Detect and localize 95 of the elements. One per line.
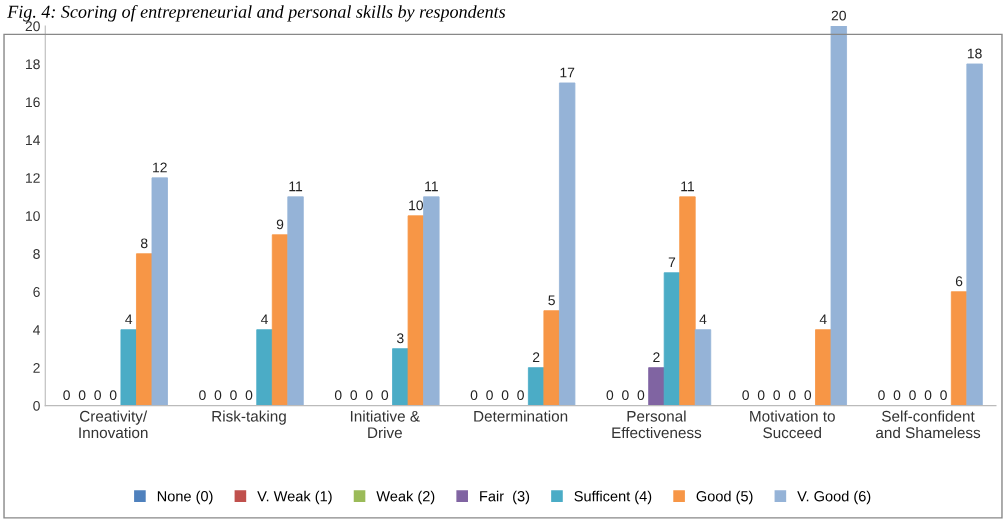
bar [287,196,304,406]
data-label: 4 [819,314,827,325]
data-label: 0 [909,390,916,401]
legend-label: Sufficent (4) [574,490,652,505]
y-tick-label: 4 [33,325,40,335]
data-label: 4 [699,314,707,325]
y-tick-label: 12 [26,173,40,183]
x-tick-label: Creativity/ Innovation [79,410,148,439]
data-label: 0 [622,390,629,401]
x-tick-label: Determination [474,410,568,422]
data-label: 0 [893,390,901,401]
bar [950,291,968,406]
data-label: 0 [878,390,885,401]
data-label: 0 [245,390,253,401]
bar [256,329,273,406]
data-label: 0 [637,390,645,401]
data-label: 2 [532,352,540,362]
data-label: 0 [350,390,358,401]
data-label: 0 [804,390,812,401]
data-label: 0 [517,390,524,401]
bar [663,272,681,406]
data-label: 11 [681,181,694,192]
x-tick-label: Motivation to Succeed [750,410,835,439]
bar [543,310,560,406]
y-tick-label: 18 [26,59,40,70]
data-label: 4 [125,314,133,325]
data-label: 20 [831,10,846,21]
bar [679,196,696,406]
y-tick-label: 2 [33,362,40,373]
data-label: 0 [214,390,222,401]
y-tick-label: 16 [26,97,40,108]
x-tick-label: Personal Effectiveness [612,410,702,439]
data-label: 0 [924,390,932,401]
y-tick-label: 8 [33,249,40,259]
data-label: 0 [365,390,373,401]
data-label: 0 [470,390,478,401]
y-tick-label: 20 [25,21,40,32]
data-label: 0 [501,390,509,401]
data-label: 0 [230,390,237,401]
x-tick-label: Self-confident and Shameless [876,410,981,439]
data-label: 0 [94,390,101,401]
data-label: 5 [548,295,555,306]
bar [392,348,409,406]
bar [830,26,847,406]
data-label: 7 [668,257,676,268]
bar [120,329,137,406]
bar [151,177,168,406]
legend-label: Fair (3) [480,490,530,505]
bar [407,215,425,406]
bar [966,63,983,406]
data-label: 9 [276,219,284,230]
data-label: 10 [409,200,424,211]
y-tick-label: 0 [33,400,40,411]
chart-title: Fig. 4: Scoring of entrepreneurial and personal skills by respondents [7,4,506,22]
data-label: 0 [773,390,781,401]
data-label: 0 [109,390,117,401]
data-label: 0 [63,390,70,401]
x-tick-label: Initiative & Drive [350,410,420,439]
data-label: 0 [334,390,342,401]
data-label: 0 [940,390,947,401]
data-label: 0 [742,390,749,401]
data-label: 18 [967,48,982,59]
bar [527,367,545,406]
data-label: 0 [381,390,389,401]
data-label: 11 [425,181,438,192]
data-label: 0 [199,390,206,401]
data-label: 2 [653,352,660,362]
data-label: 17 [560,67,575,78]
bar [558,82,576,406]
data-label: 0 [78,390,86,401]
bar [694,329,712,406]
data-label: 8 [140,238,148,249]
y-tick-label: 6 [33,287,40,297]
data-label: 4 [260,314,268,325]
bar [815,329,832,406]
data-label: 0 [486,390,493,401]
data-label: 12 [153,162,167,173]
legend-label: Weak (2) [376,490,435,505]
bar [648,367,665,406]
data-label: 0 [788,390,796,401]
data-label: 6 [955,276,963,287]
legend-label: Good (5) [696,490,753,505]
x-tick-label: Risk-taking [212,410,286,425]
legend-label: V. Good (6) [797,490,871,505]
y-tick-label: 10 [26,211,40,221]
data-label: 3 [396,333,404,344]
legend-label: V. Weak (1) [257,490,332,505]
y-tick-label: 14 [26,135,40,145]
data-label: 11 [289,181,303,192]
bar [423,196,440,406]
data-label: 0 [757,390,765,401]
bar [136,253,153,406]
bar [271,234,289,406]
legend-label: None (0) [157,490,213,505]
data-label: 0 [606,390,614,401]
